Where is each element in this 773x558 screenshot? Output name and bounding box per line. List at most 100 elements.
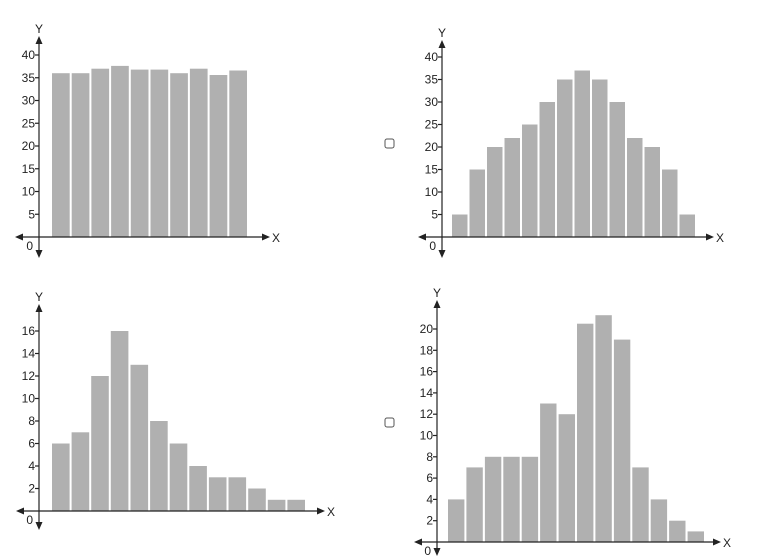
histogram-bar xyxy=(522,124,538,237)
histogram-bar xyxy=(487,147,503,237)
histogram-bar xyxy=(644,147,660,237)
histogram-chart-3: 2 4 6 8 10 12 14 16 0 X Y xyxy=(16,290,335,530)
histogram-bar xyxy=(466,467,483,542)
histogram-bar xyxy=(609,102,625,237)
y-tick-label: 30 xyxy=(22,94,36,108)
histogram-bar xyxy=(130,69,149,237)
x-axis-right-arrow-icon xyxy=(706,233,714,241)
y-tick-label: 25 xyxy=(22,116,36,130)
y-tick-label: 35 xyxy=(22,71,36,85)
y-axis-up-arrow-icon xyxy=(433,300,441,308)
histogram-bar xyxy=(209,75,228,237)
y-tick-label: 15 xyxy=(22,162,36,176)
y-tick-label: 6 xyxy=(28,437,35,451)
histogram-bar xyxy=(650,499,668,542)
histogram-bar xyxy=(669,520,686,542)
y-axis-label: Y xyxy=(35,22,43,36)
histogram-bar xyxy=(484,456,502,542)
y-axis-up-arrow-icon xyxy=(35,36,43,44)
y-tick-label: 40 xyxy=(22,48,36,62)
y-tick-label: 6 xyxy=(426,471,433,485)
histogram-bar xyxy=(248,488,266,511)
x-axis-right-arrow-icon xyxy=(262,233,270,241)
y-tick-label: 10 xyxy=(22,185,36,199)
histogram-bar xyxy=(574,70,590,237)
histogram-bar xyxy=(592,79,608,237)
histogram-bar xyxy=(228,477,247,512)
y-tick-label: 4 xyxy=(28,459,35,473)
y-tick-label: 5 xyxy=(28,207,35,221)
y-tick-label: 18 xyxy=(420,343,434,357)
histogram-chart-4: 2 4 6 8 10 12 14 16 18 20 0 X Y xyxy=(384,286,731,558)
x-axis-label: X xyxy=(327,505,335,519)
x-axis-label: X xyxy=(272,231,280,245)
y-tick-label: 10 xyxy=(22,392,36,406)
y-tick-label: 40 xyxy=(425,50,439,64)
histogram-bar xyxy=(521,456,539,542)
answer-checkbox[interactable] xyxy=(384,417,395,428)
histogram-bar xyxy=(504,138,520,237)
histogram-bar xyxy=(208,477,227,512)
x-axis-label: X xyxy=(716,231,724,245)
y-tick-label: 2 xyxy=(28,482,35,496)
answer-checkbox[interactable] xyxy=(384,138,395,149)
y-tick-label: 12 xyxy=(22,369,36,383)
y-tick-label: 30 xyxy=(425,95,439,109)
y-tick-label: 14 xyxy=(420,386,434,400)
y-axis-label: Y xyxy=(438,26,446,40)
x-axis-right-arrow-icon xyxy=(317,507,325,515)
histogram-bar xyxy=(189,68,208,237)
x-axis-right-arrow-icon xyxy=(713,538,721,546)
y-tick-label: 2 xyxy=(426,514,433,528)
y-tick-label: 20 xyxy=(420,322,434,336)
origin-label: 0 xyxy=(26,239,33,253)
histogram-bar xyxy=(452,214,468,237)
histogram-chart-2: 5 10 15 20 25 30 35 40 0 X Y xyxy=(384,26,724,258)
x-axis-left-arrow-icon xyxy=(16,507,24,515)
x-axis-label: X xyxy=(723,536,731,550)
histogram-bar xyxy=(130,364,149,512)
histogram-chart-1: 5 10 15 20 25 30 35 40 0 X Y xyxy=(15,22,280,258)
y-tick-label: 15 xyxy=(425,163,439,177)
x-axis-left-arrow-icon xyxy=(414,538,422,546)
y-tick-label: 14 xyxy=(22,347,36,361)
y-axis-up-arrow-icon xyxy=(35,304,43,312)
histogram-bar xyxy=(469,169,485,237)
histogram-bar xyxy=(577,323,594,542)
histogram-bar xyxy=(229,70,247,237)
histogram-bar xyxy=(71,432,90,512)
histogram-bar xyxy=(267,499,286,512)
histogram-bar xyxy=(539,102,555,237)
histogram-bar xyxy=(503,456,520,542)
y-tick-label: 4 xyxy=(426,492,433,506)
histogram-bar xyxy=(150,69,169,237)
histogram-bar xyxy=(613,339,631,542)
histogram-bar xyxy=(595,315,612,542)
histogram-bar xyxy=(91,376,109,511)
histogram-bar xyxy=(627,138,643,237)
y-axis-down-arrow-icon xyxy=(35,250,43,258)
histogram-bar xyxy=(52,73,70,237)
histogram-bar xyxy=(110,331,129,511)
histogram-bar xyxy=(287,499,305,512)
histogram-bar xyxy=(169,443,188,511)
histogram-bar xyxy=(111,65,129,238)
histogram-bar xyxy=(150,421,168,511)
y-axis-down-arrow-icon xyxy=(433,548,441,556)
histogram-bar xyxy=(679,214,695,237)
origin-label: 0 xyxy=(429,239,436,253)
y-tick-label: 16 xyxy=(22,324,36,338)
histogram-bar xyxy=(687,531,704,543)
histogram-bar xyxy=(170,73,188,237)
histogram-bar xyxy=(71,73,90,237)
y-axis-up-arrow-icon xyxy=(438,40,446,48)
y-tick-label: 25 xyxy=(425,118,439,132)
histogram-bar xyxy=(558,414,575,542)
y-tick-label: 8 xyxy=(28,414,35,428)
y-tick-label: 5 xyxy=(431,208,438,222)
histogram-bar xyxy=(632,467,649,542)
origin-label: 0 xyxy=(424,544,431,558)
y-tick-label: 10 xyxy=(425,185,439,199)
y-tick-label: 35 xyxy=(425,73,439,87)
y-axis-down-arrow-icon xyxy=(35,522,43,530)
